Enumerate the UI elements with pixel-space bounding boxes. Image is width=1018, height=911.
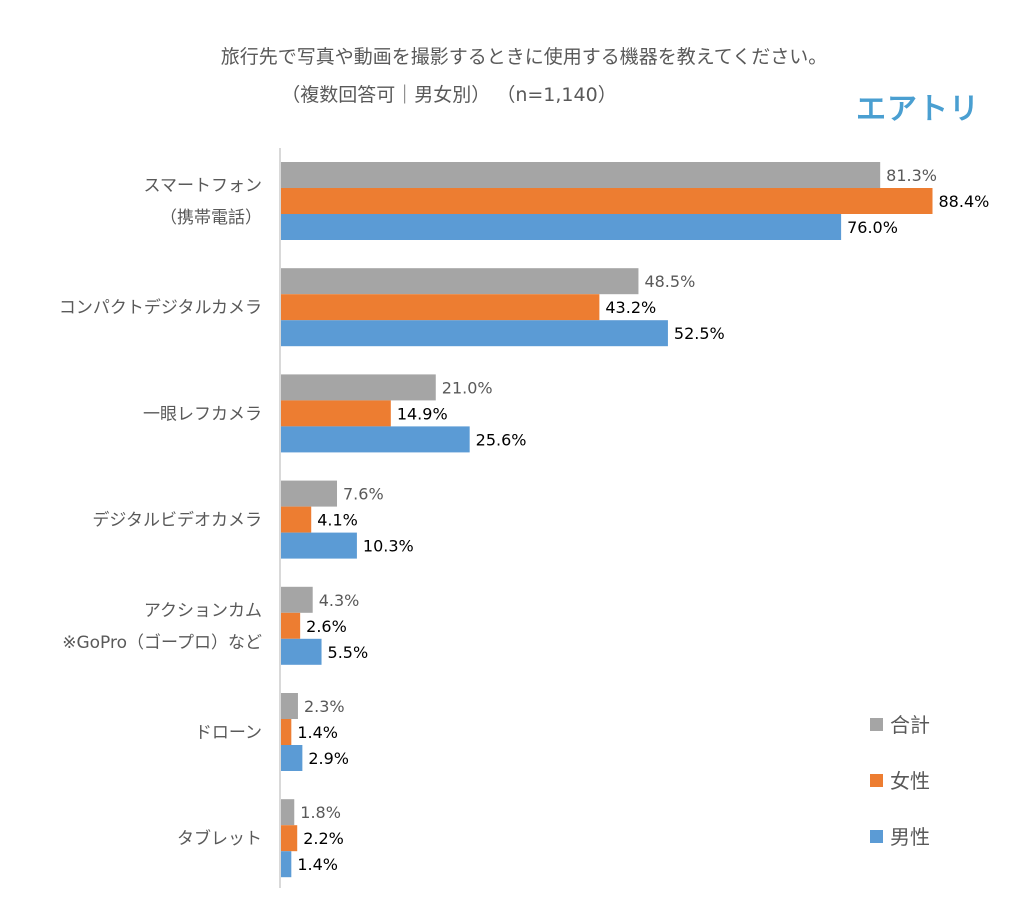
bar-male: [281, 745, 303, 771]
category-label: コンパクトデジタルカメラ: [59, 297, 262, 318]
data-label: 52.5%: [674, 324, 725, 343]
category-label: タブレット: [177, 828, 262, 849]
bar-total: [281, 374, 436, 401]
data-label: 4.3%: [319, 591, 360, 610]
legend-swatch: [870, 830, 883, 843]
bar-total: [281, 480, 338, 507]
legend-label: 男性: [890, 825, 930, 849]
data-label: 81.3%: [886, 166, 937, 185]
bar-male: [281, 638, 322, 665]
data-label: 7.6%: [343, 485, 384, 504]
data-label: 1.4%: [297, 723, 338, 742]
bar-total: [281, 586, 313, 613]
data-label: 2.9%: [308, 749, 349, 768]
legend-swatch: [870, 718, 883, 731]
bar-male: [281, 426, 470, 453]
category-label: デジタルビデオカメラ: [92, 510, 262, 531]
legend-swatch: [870, 774, 883, 787]
data-label: 4.1%: [317, 511, 358, 530]
chart-subtitle: （複数回答可｜男女別） （n=1,140）: [281, 84, 617, 106]
bar-total: [281, 693, 298, 719]
data-label: 48.5%: [644, 272, 695, 291]
data-label: 2.6%: [306, 617, 347, 636]
data-label: 5.5%: [328, 643, 369, 662]
bar-total: [281, 268, 639, 295]
bar-female: [281, 400, 391, 427]
category-label: （携帯電話）: [160, 208, 262, 228]
category-label: ※GoPro（ゴープロ）など: [62, 632, 262, 653]
data-label: 1.4%: [297, 855, 338, 874]
bar-female: [281, 825, 298, 852]
category-label: スマートフォン: [144, 176, 263, 196]
data-label: 14.9%: [397, 404, 448, 423]
bar-female: [281, 506, 312, 533]
bar-female: [281, 188, 933, 214]
bar-male: [281, 214, 842, 240]
data-label: 10.3%: [363, 537, 414, 556]
data-label: 2.3%: [304, 697, 345, 716]
category-label: アクションカム: [144, 601, 262, 621]
bar-total: [281, 162, 881, 188]
legend-label: 合計: [890, 713, 930, 737]
data-label: 43.2%: [605, 298, 656, 317]
bar-male: [281, 851, 292, 878]
brand-logo: エアトリ: [856, 92, 980, 127]
category-label: ドローン: [195, 723, 262, 743]
bar-male: [281, 532, 357, 559]
bar-male: [281, 320, 668, 347]
bar-female: [281, 612, 301, 639]
data-label: 2.2%: [303, 829, 344, 848]
category-label: 一眼レフカメラ: [143, 404, 262, 424]
data-label: 21.0%: [442, 378, 493, 397]
data-label: 88.4%: [939, 192, 990, 211]
bar-female: [281, 719, 292, 745]
data-label: 25.6%: [476, 430, 527, 449]
data-label: 1.8%: [300, 803, 341, 822]
bar-total: [281, 799, 295, 826]
chart-title: 旅行先で写真や動画を撮影するときに使用する機器を教えてください。: [220, 46, 828, 68]
bar-female: [281, 294, 600, 321]
legend-label: 女性: [890, 769, 930, 793]
data-label: 76.0%: [847, 218, 898, 237]
